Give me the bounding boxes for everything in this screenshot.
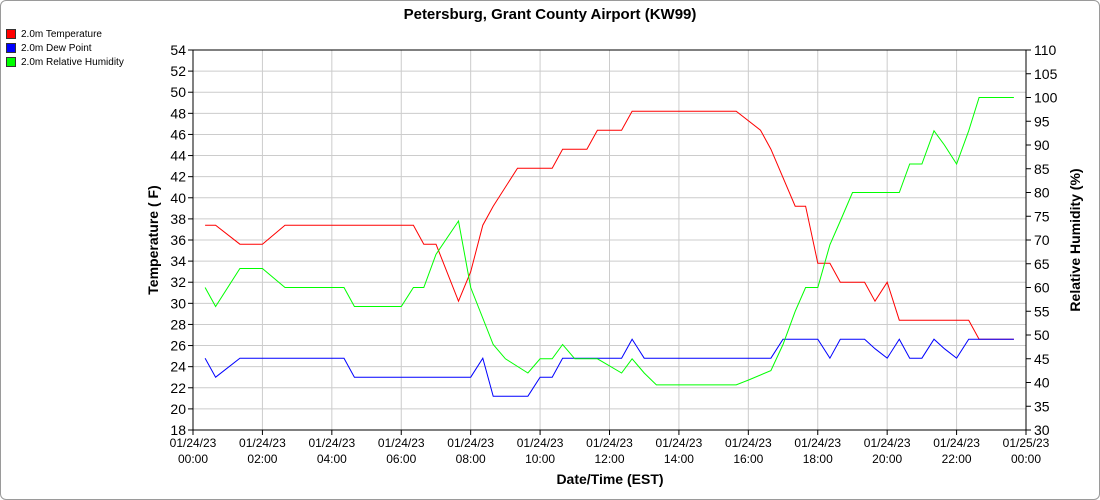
y-right-tick-label: 30	[1034, 422, 1050, 438]
y-left-tick-label: 26	[170, 338, 186, 354]
y-left-tick-label: 48	[170, 105, 186, 121]
x-tick-time: 06:00	[386, 452, 416, 466]
x-tick-date: 01/24/23	[794, 436, 841, 450]
y-left-tick-label: 32	[170, 274, 186, 290]
series-line-2-0m-relative-humidity	[204, 97, 1014, 386]
y-right-tick-label: 35	[1034, 398, 1050, 414]
series-line-2-0m-dew-point	[204, 338, 1014, 397]
y-left-tick-label: 20	[170, 401, 186, 417]
y-left-tick-label: 38	[170, 211, 186, 227]
y-axis-left-label: Temperature ( F)	[145, 185, 161, 294]
x-tick-time: 00:00	[1011, 452, 1041, 466]
x-tick-date: 01/24/23	[864, 436, 911, 450]
legend-label: 2.0m Dew Point	[21, 42, 92, 54]
y-right-tick-label: 105	[1034, 66, 1058, 82]
x-tick-date: 01/24/23	[378, 436, 425, 450]
y-right-tick-label: 95	[1034, 113, 1050, 129]
y-axis-right-label: Relative Humidity (%)	[1067, 168, 1083, 311]
x-tick-date: 01/24/23	[447, 436, 494, 450]
y-left-tick-label: 28	[170, 316, 186, 332]
y-right-tick-label: 110	[1034, 42, 1057, 58]
y-right-tick-label: 55	[1034, 303, 1050, 319]
y-left-tick-label: 54	[170, 42, 186, 58]
x-tick-date: 01/24/23	[656, 436, 703, 450]
y-right-tick-label: 90	[1034, 137, 1050, 153]
y-right-tick-label: 65	[1034, 256, 1050, 272]
y-left-tick-label: 24	[170, 359, 186, 375]
chart-title: Petersburg, Grant County Airport (KW99)	[404, 6, 697, 23]
y-right-tick-label: 100	[1034, 90, 1058, 106]
x-tick-time: 12:00	[594, 452, 624, 466]
y-left-tick-label: 34	[170, 253, 186, 269]
x-tick-date: 01/24/23	[308, 436, 355, 450]
x-tick-time: 18:00	[803, 452, 833, 466]
x-tick-date: 01/24/23	[933, 436, 980, 450]
x-tick-date: 01/24/23	[239, 436, 286, 450]
x-axis-label: Date/Time (EST)	[556, 471, 663, 487]
legend-item: 2.0m Dew Point	[6, 41, 124, 55]
legend-item: 2.0m Relative Humidity	[6, 55, 124, 69]
legend-swatch	[6, 29, 16, 39]
x-tick-date: 01/24/23	[517, 436, 564, 450]
series-line-2-0m-temperature	[205, 110, 1014, 340]
x-tick-time: 10:00	[525, 452, 555, 466]
tick-labels: 18 20 22 24 26 28 30 32 34 36 38 40 42 44 46 48 50 52 54 30…	[170, 42, 1058, 466]
y-left-tick-label: 36	[170, 232, 186, 248]
plot-border	[192, 49, 1027, 431]
y-right-tick-label: 50	[1034, 327, 1050, 343]
y-left-tick-label: 44	[170, 148, 186, 164]
x-tick-time: 04:00	[317, 452, 347, 466]
y-right-tick-label: 70	[1034, 232, 1050, 248]
y-left-tick-label: 50	[170, 84, 186, 100]
legend-item: 2.0m Temperature	[6, 27, 124, 41]
x-tick-time: 22:00	[942, 452, 972, 466]
legend-label: 2.0m Relative Humidity	[21, 56, 124, 68]
series-group	[204, 97, 1014, 397]
y-left-tick-label: 40	[170, 190, 186, 206]
y-right-tick-label: 80	[1034, 185, 1050, 201]
y-right-tick-label: 85	[1034, 161, 1050, 177]
y-right-tick-label: 60	[1034, 280, 1050, 296]
x-tick-date: 01/25/23	[1003, 436, 1050, 450]
x-tick-date: 01/24/23	[586, 436, 633, 450]
x-tick-date: 01/24/23	[170, 436, 217, 450]
y-right-tick-label: 75	[1034, 208, 1050, 224]
x-tick-time: 00:00	[178, 452, 208, 466]
legend-swatch	[6, 57, 16, 67]
y-left-tick-label: 42	[170, 169, 186, 185]
y-left-tick-label: 46	[170, 126, 186, 142]
x-tick-time: 20:00	[872, 452, 902, 466]
legend-label: 2.0m Temperature	[21, 28, 102, 40]
x-tick-time: 08:00	[456, 452, 486, 466]
y-right-tick-label: 45	[1034, 351, 1050, 367]
x-tick-time: 16:00	[733, 452, 763, 466]
x-tick-date: 01/24/23	[725, 436, 772, 450]
y-right-tick-label: 40	[1034, 375, 1050, 391]
y-left-tick-label: 30	[170, 295, 186, 311]
legend-swatch	[6, 43, 16, 53]
y-left-tick-label: 52	[170, 63, 186, 79]
x-tick-time: 14:00	[664, 452, 694, 466]
legend: 2.0m Temperature 2.0m Dew Point 2.0m Relat…	[6, 27, 124, 69]
x-tick-time: 02:00	[247, 452, 277, 466]
y-left-tick-label: 18	[170, 422, 186, 438]
grid	[188, 49, 1031, 435]
y-left-tick-label: 22	[170, 380, 186, 396]
